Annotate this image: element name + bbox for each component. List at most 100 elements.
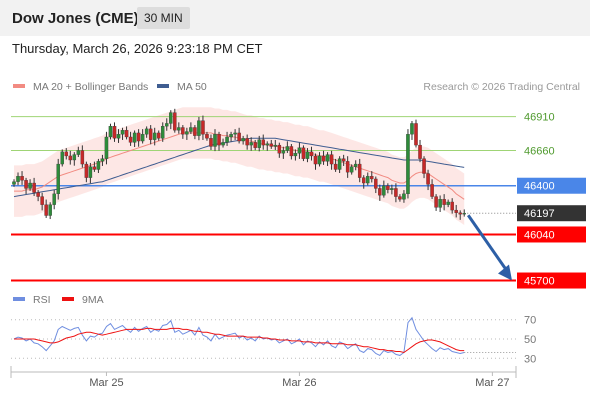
candle-body — [44, 204, 48, 216]
candle-body — [337, 158, 342, 170]
candle-body — [398, 196, 402, 200]
bollinger-band — [14, 107, 465, 225]
candle-body — [265, 143, 270, 146]
candle-body — [386, 185, 390, 190]
candle-body — [277, 144, 282, 154]
candle-body — [249, 142, 253, 146]
candle-body — [241, 138, 245, 142]
support-label-46040: 46040 — [524, 229, 555, 241]
resistance-label-46660: 46660 — [524, 146, 555, 158]
candle-body — [261, 139, 265, 146]
current-price-tag — [517, 205, 586, 222]
candle-body — [84, 163, 89, 178]
candle-body — [173, 112, 177, 131]
candle-body — [104, 136, 109, 159]
candle-body — [269, 143, 274, 147]
rsi-tick-30: 30 — [524, 353, 536, 365]
candle-body — [148, 128, 153, 140]
candle-body — [410, 123, 414, 135]
timestamp: Thursday, March 26, 2026 9:23:18 PM CET — [12, 41, 263, 56]
candle-body — [160, 125, 165, 139]
candle-body — [374, 178, 378, 189]
candle-body — [140, 134, 145, 142]
rsi-tick-70: 70 — [524, 315, 536, 327]
candle-body — [80, 150, 85, 165]
rsi-legend-swatch-1 — [13, 297, 25, 301]
candle-body — [213, 134, 217, 147]
candle-body — [446, 201, 450, 205]
candle-body — [237, 132, 241, 142]
candle-body — [462, 213, 466, 215]
candle-body — [273, 144, 278, 147]
candle-body — [20, 176, 24, 181]
candle-body — [132, 132, 137, 143]
support-tag-45700 — [517, 272, 586, 289]
candle-body — [361, 177, 366, 184]
support-tag-46040 — [517, 226, 586, 243]
candle-body — [253, 142, 257, 148]
legend-swatch-1 — [13, 84, 25, 88]
candle-body — [442, 199, 446, 205]
resistance-label-46910: 46910 — [524, 112, 555, 124]
candle-body — [454, 209, 458, 213]
candle-body — [289, 146, 294, 157]
candle-body — [136, 132, 141, 142]
rsi-ma-line — [14, 327, 465, 354]
candle-body — [357, 163, 362, 178]
candle-body — [100, 158, 105, 162]
timeframe-badge[interactable]: 30 MIN — [137, 7, 190, 29]
candle-body — [422, 158, 426, 174]
candle-body — [414, 123, 418, 146]
candle-body — [426, 173, 430, 185]
candle-body — [225, 136, 229, 143]
candle-body — [281, 150, 286, 154]
x-tick-label: Mar 25 — [89, 377, 123, 389]
candle-body — [32, 182, 36, 193]
candle-body — [124, 130, 129, 138]
rsi-line — [13, 316, 465, 357]
candle-body — [156, 132, 161, 139]
candle-body — [197, 120, 201, 136]
candle-body — [458, 212, 462, 215]
candle-body — [144, 128, 149, 135]
candle-body — [406, 134, 410, 195]
candle-body — [56, 163, 60, 195]
candle-body — [152, 132, 157, 140]
candle-body — [88, 166, 93, 178]
candle-body — [177, 127, 181, 131]
candle-body — [128, 136, 133, 143]
candle-body — [76, 150, 81, 155]
candle-body — [112, 125, 117, 139]
candle-body — [229, 134, 233, 138]
candle-body — [301, 147, 306, 159]
candle-body — [378, 188, 382, 196]
rsi-legend-label-2: 9MA — [82, 294, 104, 306]
candle-body — [48, 204, 52, 216]
candle-body — [309, 151, 314, 157]
candle-body — [349, 166, 354, 173]
candle-body — [108, 125, 113, 138]
candle-body — [201, 120, 205, 135]
candle-body — [430, 184, 434, 197]
candle-body — [193, 127, 197, 136]
candle-body — [402, 193, 406, 200]
candle-body — [353, 163, 358, 167]
candle-body — [60, 151, 64, 165]
candle-body — [116, 134, 121, 139]
candle-body — [434, 196, 438, 208]
x-tick-label: Mar 26 — [282, 377, 316, 389]
support-label-45700: 45700 — [524, 276, 555, 288]
header-bar: Dow Jones (CME) 30 MIN — [0, 0, 590, 36]
candle-body — [24, 180, 28, 189]
candle-body — [245, 138, 249, 146]
candle-body — [185, 131, 189, 135]
candle-body — [321, 155, 326, 162]
candle-body — [366, 176, 370, 184]
rsi-tick-50: 50 — [524, 334, 536, 346]
x-tick-label: Mar 27 — [475, 377, 509, 389]
candle-body — [52, 193, 56, 205]
candle-body — [28, 182, 32, 189]
legend-label-2: MA 50 — [177, 81, 207, 93]
